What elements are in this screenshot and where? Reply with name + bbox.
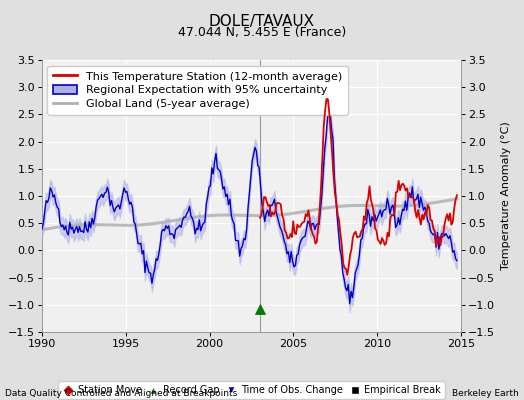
Text: Data Quality Controlled and Aligned at Breakpoints: Data Quality Controlled and Aligned at B… [5, 389, 237, 398]
Text: 47.044 N, 5.455 E (France): 47.044 N, 5.455 E (France) [178, 26, 346, 39]
Y-axis label: Temperature Anomaly (°C): Temperature Anomaly (°C) [500, 122, 510, 270]
Text: DOLE/TAVAUX: DOLE/TAVAUX [209, 14, 315, 29]
Text: Berkeley Earth: Berkeley Earth [452, 389, 519, 398]
Legend: Station Move, Record Gap, Time of Obs. Change, Empirical Break: Station Move, Record Gap, Time of Obs. C… [58, 382, 445, 399]
